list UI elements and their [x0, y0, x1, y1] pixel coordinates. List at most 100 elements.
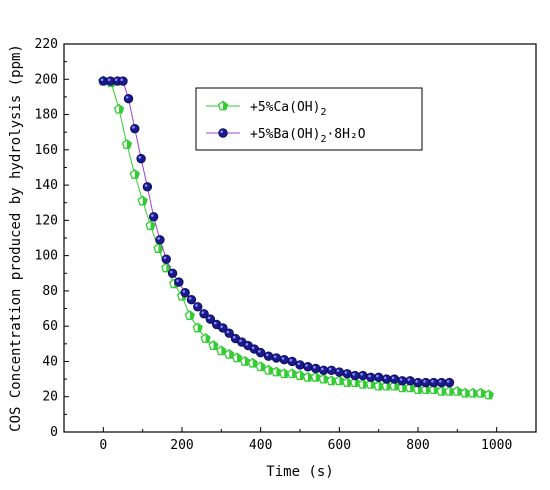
data-point [397, 376, 407, 386]
marker-highlight [321, 367, 324, 371]
marker-highlight [151, 214, 154, 217]
marker-fill [223, 101, 228, 110]
marker-highlight [313, 365, 316, 369]
data-point [287, 356, 297, 367]
marker-highlight [144, 184, 148, 187]
data-point [311, 363, 321, 374]
data-point [444, 377, 455, 388]
data-point [294, 370, 306, 380]
marker-body [373, 372, 384, 383]
marker-fill [473, 388, 478, 397]
marker-body [167, 268, 178, 278]
data-point [231, 352, 243, 363]
data-point [239, 356, 251, 366]
marker-fill [197, 323, 203, 332]
marker-body [295, 360, 305, 370]
marker-highlight [251, 346, 255, 350]
data-point [255, 361, 266, 372]
data-point [192, 322, 203, 333]
marker-fill [465, 388, 470, 397]
marker-body [342, 369, 352, 379]
marker-body [389, 374, 400, 384]
series-0 [98, 75, 494, 400]
marker-highlight [336, 369, 340, 373]
data-point [161, 254, 171, 264]
marker-fill [126, 139, 132, 149]
marker-highlight [258, 350, 261, 353]
data-point [381, 374, 392, 384]
data-point [255, 347, 266, 358]
y-tick-label: 220 [35, 37, 58, 52]
marker-highlight [201, 311, 205, 314]
data-point [224, 328, 234, 338]
legend: +5%Ca(OH)2 +5%Ba(OH)2·8H₂O [195, 87, 423, 151]
marker-body [123, 93, 134, 104]
data-point [452, 386, 463, 396]
data-point [475, 387, 487, 398]
y-tick-label: 200 [35, 72, 58, 87]
data-point [148, 212, 159, 222]
data-point [358, 370, 368, 381]
legend-marker [218, 128, 228, 138]
y-tick-label: 60 [42, 319, 58, 334]
marker-fill [119, 104, 124, 113]
legend-item-1: +5%Ba(OH)2·8H₂O [206, 127, 366, 145]
marker-body [326, 365, 337, 375]
data-point [184, 310, 196, 320]
marker-fill [134, 169, 140, 179]
data-point [373, 372, 384, 383]
data-point [389, 374, 400, 384]
y-axis-title: COS Concentration produced by hydrolysis… [8, 44, 24, 432]
legend-item-0: +5%Ca(OH)2 [206, 100, 326, 118]
marker-body [436, 377, 447, 388]
data-point [174, 277, 184, 287]
marker-body [279, 354, 289, 365]
marker-fill [205, 333, 210, 343]
marker-body [350, 370, 360, 381]
y-tick-label: 160 [35, 143, 58, 158]
data-point [286, 368, 298, 379]
marker-body [381, 374, 392, 384]
marker-highlight [273, 355, 277, 358]
data-point [180, 287, 190, 298]
data-point [263, 364, 274, 375]
marker-highlight [376, 374, 379, 378]
data-point [310, 371, 321, 382]
marker-highlight [188, 297, 192, 300]
marker-highlight [360, 372, 363, 376]
marker-highlight [305, 364, 308, 367]
series-layer [98, 75, 494, 400]
data-point [218, 323, 228, 333]
marker-highlight [352, 372, 356, 376]
marker-highlight [157, 237, 160, 240]
marker-highlight [431, 380, 434, 383]
data-point [366, 372, 376, 383]
y-tick-label: 140 [35, 178, 58, 193]
marker-highlight [368, 374, 371, 378]
data-point [421, 377, 431, 388]
marker-highlight [383, 376, 387, 380]
x-tick-label: 1000 [481, 438, 512, 453]
marker-highlight [169, 270, 173, 274]
marker-highlight [399, 378, 403, 381]
data-point [167, 268, 178, 278]
legend-label: +5%Ba(OH)2·8H₂O [250, 127, 366, 145]
data-point [373, 380, 384, 391]
data-point [271, 353, 282, 363]
marker-highlight [245, 342, 249, 346]
marker-highlight [107, 78, 111, 82]
marker-highlight [100, 78, 104, 82]
data-point [161, 262, 172, 273]
data-point [342, 369, 352, 379]
marker-body [218, 128, 228, 138]
marker-body [180, 287, 190, 298]
marker-body [155, 235, 165, 245]
marker-highlight [328, 367, 332, 371]
data-point [155, 235, 165, 245]
marker-body [405, 376, 415, 386]
axes: 0 200 400 600 800 1000 0 20 40 60 80 100 120 140 160 18… [35, 37, 537, 453]
data-point [121, 139, 133, 149]
marker-highlight [114, 78, 118, 82]
data-point [444, 386, 455, 396]
marker-fill [307, 372, 313, 382]
